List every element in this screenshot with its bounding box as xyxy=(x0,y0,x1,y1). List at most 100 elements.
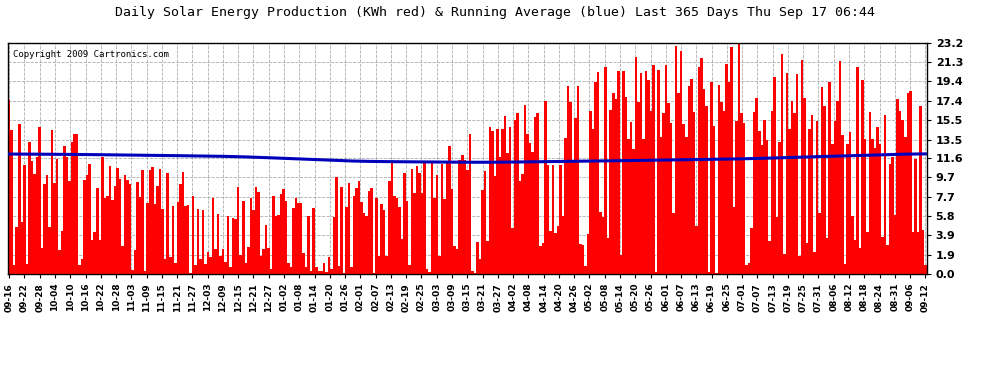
Bar xyxy=(649,111,652,274)
Bar xyxy=(277,215,280,274)
Bar xyxy=(413,193,416,274)
Bar xyxy=(347,183,350,274)
Bar xyxy=(602,217,605,274)
Bar xyxy=(111,200,114,274)
Bar xyxy=(406,201,408,274)
Bar xyxy=(71,141,73,274)
Bar xyxy=(863,139,866,274)
Bar xyxy=(207,252,209,274)
Bar xyxy=(566,86,569,274)
Bar xyxy=(352,196,355,274)
Bar xyxy=(690,79,693,274)
Bar xyxy=(672,213,675,274)
Bar xyxy=(368,190,370,274)
Bar xyxy=(53,183,55,274)
Bar xyxy=(204,264,207,274)
Bar xyxy=(114,186,116,274)
Bar xyxy=(153,204,156,274)
Bar xyxy=(718,86,721,274)
Bar xyxy=(700,58,703,274)
Bar xyxy=(471,271,473,274)
Bar xyxy=(350,267,352,274)
Bar xyxy=(476,242,478,274)
Bar xyxy=(886,245,889,274)
Bar xyxy=(187,205,189,274)
Bar xyxy=(856,68,858,274)
Bar xyxy=(139,197,142,274)
Bar xyxy=(262,249,264,274)
Bar xyxy=(181,172,184,274)
Bar xyxy=(450,189,453,274)
Bar xyxy=(320,272,323,274)
Bar xyxy=(217,214,220,274)
Bar xyxy=(313,208,315,274)
Bar xyxy=(375,198,378,274)
Bar xyxy=(290,267,292,274)
Bar xyxy=(511,228,514,274)
Bar xyxy=(297,203,300,274)
Bar xyxy=(119,178,121,274)
Bar xyxy=(569,102,572,274)
Bar xyxy=(682,124,685,274)
Bar xyxy=(745,264,747,274)
Bar xyxy=(267,248,269,274)
Bar xyxy=(214,249,217,274)
Bar xyxy=(659,137,662,274)
Bar xyxy=(124,175,126,274)
Bar xyxy=(39,127,41,274)
Bar xyxy=(104,198,106,274)
Bar xyxy=(240,255,242,274)
Bar xyxy=(209,257,212,274)
Bar xyxy=(564,138,566,274)
Bar xyxy=(424,162,426,274)
Bar xyxy=(78,265,81,274)
Bar xyxy=(853,240,856,274)
Bar xyxy=(161,209,164,274)
Bar xyxy=(675,46,677,274)
Bar xyxy=(325,272,328,274)
Bar xyxy=(252,210,254,274)
Bar xyxy=(383,210,385,274)
Bar xyxy=(18,124,21,274)
Bar xyxy=(665,65,667,274)
Bar xyxy=(698,67,700,274)
Bar xyxy=(323,262,325,274)
Bar xyxy=(44,184,46,274)
Bar xyxy=(783,254,786,274)
Bar xyxy=(232,218,235,274)
Bar xyxy=(46,175,49,274)
Bar xyxy=(554,234,556,274)
Bar xyxy=(504,116,506,274)
Bar xyxy=(169,257,171,274)
Bar xyxy=(755,98,758,274)
Bar xyxy=(858,248,861,274)
Bar xyxy=(269,269,272,274)
Bar xyxy=(132,270,134,274)
Bar xyxy=(292,208,295,274)
Bar xyxy=(814,252,816,274)
Bar xyxy=(65,157,68,274)
Bar xyxy=(295,198,297,274)
Bar xyxy=(489,127,491,274)
Bar xyxy=(418,172,421,274)
Bar xyxy=(55,159,58,274)
Bar xyxy=(434,198,436,274)
Bar xyxy=(315,267,318,274)
Bar xyxy=(254,187,257,274)
Bar xyxy=(60,231,63,274)
Bar xyxy=(176,202,179,274)
Bar xyxy=(388,181,390,274)
Bar xyxy=(390,162,393,274)
Bar xyxy=(742,123,745,274)
Bar xyxy=(446,162,448,274)
Bar xyxy=(225,262,227,274)
Bar xyxy=(300,204,302,274)
Bar xyxy=(522,174,524,274)
Bar xyxy=(775,217,778,274)
Bar xyxy=(657,69,659,274)
Bar xyxy=(463,160,466,274)
Bar xyxy=(527,134,529,274)
Bar xyxy=(466,170,468,274)
Bar xyxy=(788,129,791,274)
Bar xyxy=(174,263,176,274)
